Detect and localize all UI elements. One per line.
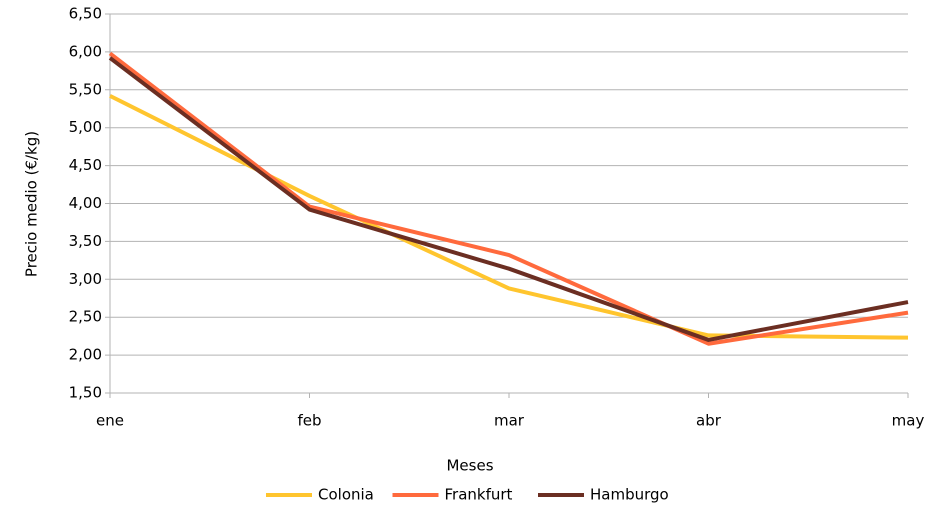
x-tick-label: abr <box>696 412 722 430</box>
series-line <box>108 51 909 346</box>
series-line <box>108 56 909 342</box>
legend-item: Colonia <box>266 486 374 504</box>
legend-item: Hamburgo <box>538 486 669 504</box>
legend-label: Hamburgo <box>590 486 669 504</box>
y-tick-label: 4,00 <box>69 194 102 212</box>
y-tick-label: 6,50 <box>69 5 102 23</box>
y-axis-label: Precio medio (€/kg) <box>23 131 41 277</box>
series-line <box>109 94 909 340</box>
x-tick-label: feb <box>297 412 321 430</box>
legend-label: Colonia <box>318 486 374 504</box>
x-tick-label: may <box>892 412 925 430</box>
y-tick-label: 4,50 <box>69 156 102 174</box>
legend-label: Frankfurt <box>445 486 513 504</box>
y-tick-label: 5,50 <box>69 80 102 98</box>
x-axis-label: Meses <box>446 457 493 475</box>
y-tick-label: 6,00 <box>69 42 102 60</box>
x-tick-label: mar <box>494 412 525 430</box>
y-tick-label: 1,50 <box>69 384 102 402</box>
y-tick-label: 2,50 <box>69 308 102 326</box>
legend-item: Frankfurt <box>392 486 513 504</box>
y-tick-label: 3,50 <box>69 232 102 250</box>
y-tick-label: 3,00 <box>69 270 102 288</box>
x-tick-label: ene <box>96 412 124 430</box>
y-tick-label: 2,00 <box>69 346 102 364</box>
y-tick-label: 5,00 <box>69 118 102 136</box>
